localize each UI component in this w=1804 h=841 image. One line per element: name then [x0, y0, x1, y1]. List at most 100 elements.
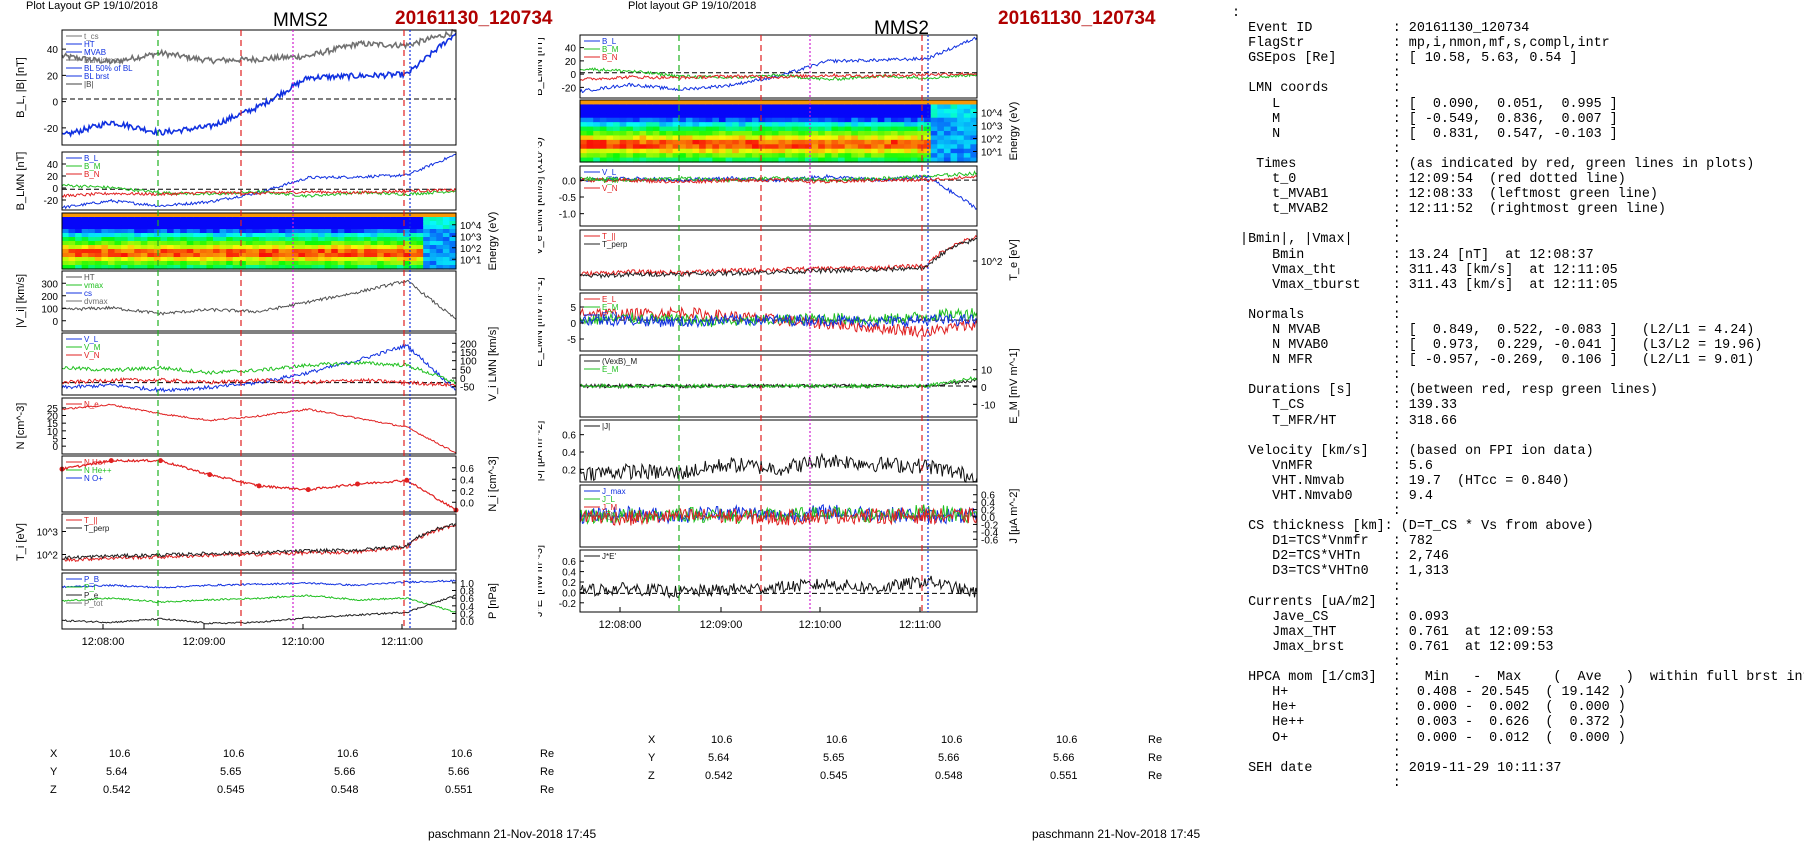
- heatmap-cell: [107, 265, 116, 270]
- heatmap-cell: [844, 144, 852, 150]
- heatmap-cell: [121, 245, 129, 250]
- heatmap-cell: [291, 261, 299, 266]
- heatmap-cell: [337, 213, 345, 218]
- heatmap-cell: [745, 157, 753, 163]
- heatmap-cell: [659, 122, 667, 128]
- heatmap-cell: [311, 253, 319, 258]
- heatmap-cell: [383, 249, 391, 254]
- heatmap-cell: [924, 100, 932, 106]
- heatmap-cell: [383, 213, 391, 218]
- heatmap-cell: [107, 237, 116, 242]
- heatmap-cell: [857, 126, 866, 132]
- heatmap-cell: [613, 117, 621, 123]
- heatmap-cell: [871, 153, 879, 159]
- heatmap-cell: [871, 117, 879, 123]
- heatmap-cell: [818, 100, 826, 106]
- pos-unit: Re: [540, 748, 555, 760]
- y-tick-label: -50: [460, 383, 475, 394]
- heatmap-cell: [311, 233, 319, 238]
- heatmap-cell: [791, 122, 799, 128]
- heatmap-cell: [652, 117, 660, 123]
- heatmap-cell: [232, 261, 240, 266]
- heatmap-cell: [771, 126, 780, 132]
- heatmap-cell: [88, 221, 96, 226]
- legend-entry: B_M: [84, 162, 101, 171]
- heatmap-cell: [593, 153, 601, 159]
- heatmap-cell: [613, 135, 621, 141]
- heatmap-cell: [324, 253, 332, 258]
- heatmap-cell: [897, 148, 905, 154]
- heatmap-cell: [791, 131, 799, 137]
- legend-entry: J*E': [602, 552, 616, 561]
- heatmap-cell: [62, 225, 70, 230]
- heatmap-cell: [745, 117, 753, 123]
- y-tick-label: 10^3: [981, 122, 1003, 133]
- heatmap-cell: [180, 217, 188, 222]
- heatmap-cell: [429, 253, 437, 258]
- heatmap-cell: [758, 139, 766, 145]
- heatmap-cell: [272, 225, 280, 230]
- heatmap-cell: [232, 221, 240, 226]
- heatmap-cell: [199, 233, 208, 238]
- heatmap-cell: [646, 153, 654, 159]
- heatmap-cell: [173, 241, 181, 246]
- heatmap-cell: [377, 257, 385, 262]
- heatmap-cell: [193, 257, 201, 262]
- heatmap-cell: [844, 113, 852, 119]
- series-p-tot: [61, 579, 457, 589]
- heatmap-cell: [350, 261, 359, 266]
- heatmap-cell: [213, 237, 221, 242]
- heatmap-cell: [659, 117, 667, 123]
- y-tick-label: -0.4: [981, 528, 999, 539]
- heatmap-cell: [864, 113, 872, 119]
- heatmap-cell: [121, 257, 129, 262]
- heatmap-cell: [924, 144, 932, 150]
- legend-entry: B_N: [602, 53, 618, 62]
- heatmap-cell: [370, 245, 378, 250]
- heatmap-cell: [626, 139, 634, 145]
- heatmap-cell: [785, 122, 793, 128]
- heatmap-cell: [606, 144, 614, 150]
- heatmap-cell: [580, 122, 588, 128]
- heatmap-cell: [298, 265, 306, 270]
- heatmap-cell: [626, 131, 634, 137]
- legend-entry: MVAB: [84, 48, 106, 57]
- heatmap-cell: [429, 245, 437, 250]
- heatmap-cell: [957, 117, 965, 123]
- heatmap-cell: [593, 157, 601, 163]
- heatmap-cell: [818, 148, 826, 154]
- heatmap-cell: [831, 113, 839, 119]
- heatmap-cell: [272, 213, 280, 218]
- heatmap-cell: [778, 113, 786, 119]
- heatmap-cell: [75, 221, 83, 226]
- heatmap-cell: [304, 257, 313, 262]
- heatmap-cell: [910, 157, 919, 163]
- heatmap-cell: [403, 261, 411, 266]
- heatmap-cell: [950, 113, 958, 119]
- heatmap-cell: [930, 113, 938, 119]
- heatmap-cell: [804, 117, 813, 123]
- pos-y-value: 5.65: [823, 752, 845, 764]
- heatmap-cell: [963, 135, 971, 141]
- heatmap-cell: [771, 135, 780, 141]
- y-tick-label: 0.2: [460, 610, 474, 621]
- legend-entry: V_N: [602, 184, 618, 193]
- heatmap-cell: [857, 157, 866, 163]
- heatmap-cell: [705, 135, 713, 141]
- heatmap-cell: [970, 113, 978, 119]
- heatmap-cell: [442, 241, 451, 246]
- legend-entry: N He++: [84, 466, 112, 475]
- y-tick-label: 0.0: [460, 617, 474, 628]
- heatmap-cell: [134, 245, 142, 250]
- heatmap-cell: [239, 257, 247, 262]
- heatmap-cell: [68, 213, 76, 218]
- heatmap-cell: [712, 131, 720, 137]
- heatmap-cell: [639, 153, 647, 159]
- heatmap-cell: [718, 126, 727, 132]
- heatmap-cell: [804, 153, 813, 159]
- pos-x-value: 10.6: [826, 734, 848, 746]
- heatmap-cell: [429, 237, 437, 242]
- heatmap-cell: [94, 213, 102, 218]
- heatmap-cell: [265, 257, 273, 262]
- heatmap-cell: [318, 261, 326, 266]
